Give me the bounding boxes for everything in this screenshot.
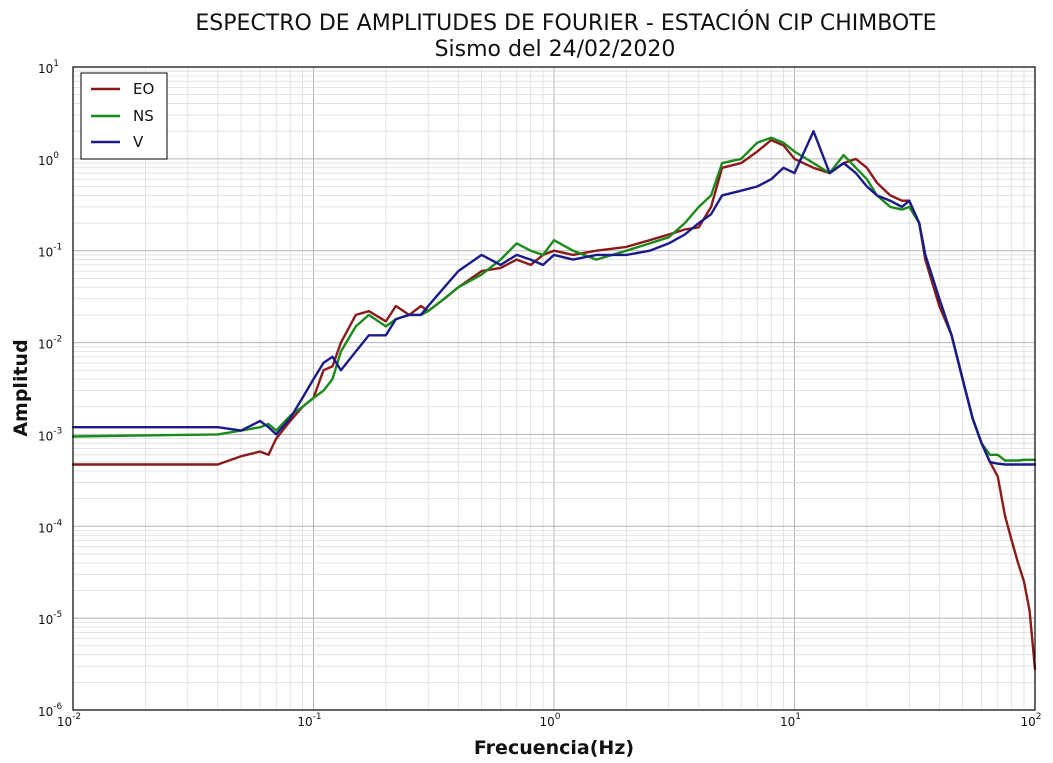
grid bbox=[72, 66, 1036, 711]
plot-frame bbox=[72, 66, 1036, 711]
y-tick-label: 10-5 bbox=[38, 610, 62, 627]
y-tick-exponent: 1 bbox=[53, 59, 59, 69]
x-tick-label: 10-1 bbox=[297, 712, 321, 729]
chart-subtitle: Sismo del 24/02/2020 bbox=[435, 37, 676, 62]
tick-labels: 10-2 10-1 100 101 10210-610-510-410-310-210-… bbox=[38, 59, 1042, 729]
legend: EO NS V bbox=[80, 72, 168, 160]
x-tick-exponent: -2 bbox=[72, 712, 81, 722]
x-tick-exponent: 0 bbox=[555, 712, 561, 722]
y-tick-exponent: -4 bbox=[53, 518, 62, 528]
x-tick-exponent: 2 bbox=[1036, 712, 1042, 722]
x-tick-exponent: -1 bbox=[313, 712, 322, 722]
y-tick-exponent: -5 bbox=[53, 610, 62, 620]
legend-label-v: V bbox=[133, 133, 144, 151]
y-tick-exponent: -3 bbox=[53, 426, 62, 436]
x-tick-label: 100 bbox=[539, 712, 560, 729]
series-lines bbox=[71, 129, 1037, 671]
y-tick-exponent: -1 bbox=[53, 243, 62, 253]
x-tick-exponent: 1 bbox=[795, 712, 801, 722]
y-tick-exponent: -2 bbox=[53, 335, 62, 345]
legend-label-eo: EO bbox=[133, 80, 154, 98]
y-tick-exponent: -6 bbox=[53, 702, 62, 712]
y-tick-label: 10-3 bbox=[38, 426, 62, 443]
x-tick-label: 101 bbox=[780, 712, 801, 729]
legend-label-ns: NS bbox=[133, 107, 154, 125]
y-axis-label: Amplitud bbox=[10, 339, 32, 436]
x-tick-label: 10-2 bbox=[57, 712, 81, 729]
x-tick-label: 102 bbox=[1020, 712, 1041, 729]
y-tick-exponent: 0 bbox=[53, 151, 59, 161]
series-line-v bbox=[71, 129, 1037, 466]
y-tick-label: 100 bbox=[38, 151, 59, 168]
x-axis-label: Frecuencia(Hz) bbox=[474, 737, 634, 759]
chart-title: ESPECTRO DE AMPLITUDES DE FOURIER - ESTA… bbox=[195, 10, 936, 36]
y-tick-label: 10-2 bbox=[38, 335, 62, 352]
y-tick-label: 10-1 bbox=[38, 243, 62, 260]
y-tick-label: 10-4 bbox=[38, 518, 63, 535]
y-tick-label: 101 bbox=[38, 59, 59, 76]
